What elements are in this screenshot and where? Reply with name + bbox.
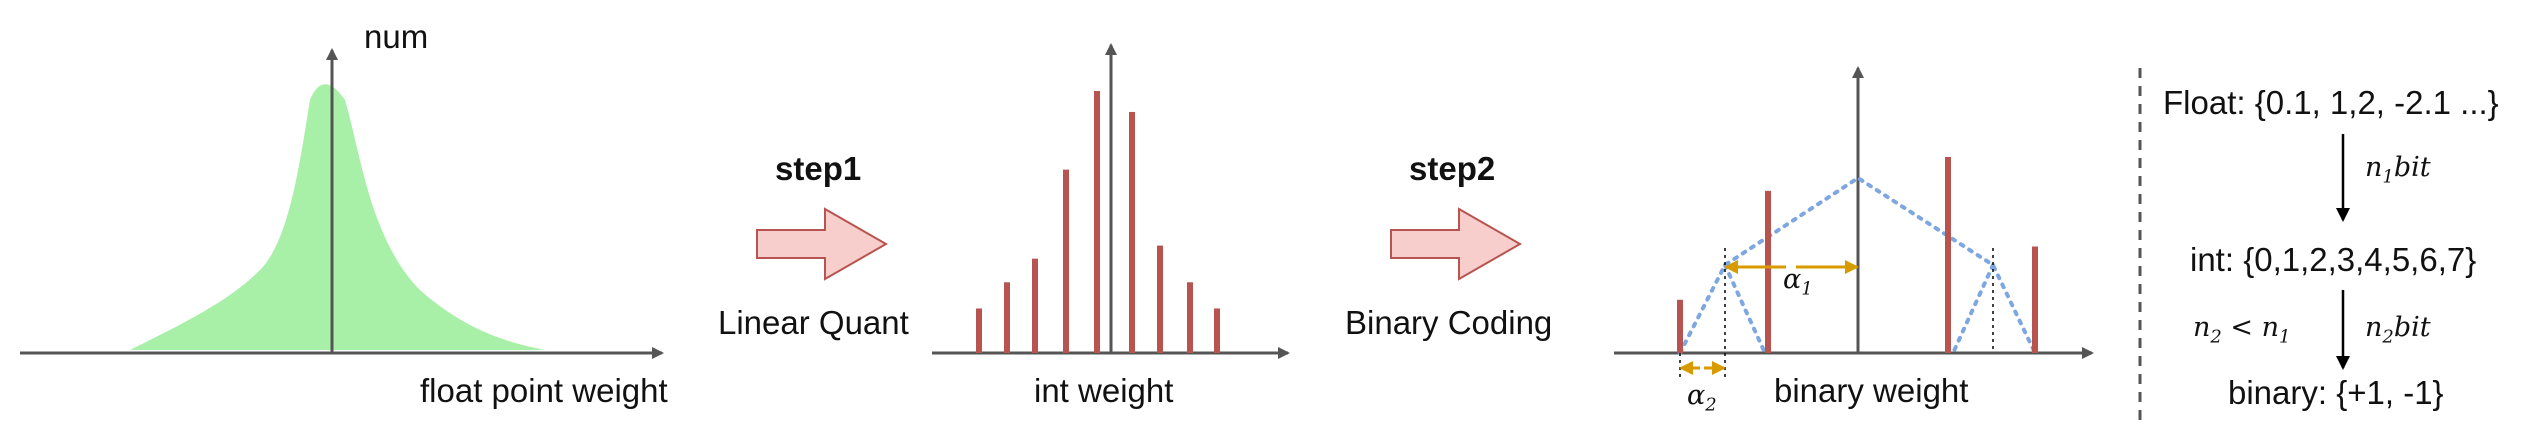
binary-x-axis-label: binary weight [1774,372,1969,409]
step1-method-label: Linear Quant [718,304,909,341]
legend-condition: n2 < n1 [2193,312,2291,348]
int-bar [1129,111,1135,354]
int-bar [1214,308,1220,353]
binary-bar [1765,190,1771,353]
int-bar [1032,258,1038,353]
binary-bar [1677,299,1683,353]
int-bar [1004,282,1010,353]
float-y-axis-label: num [364,18,429,55]
panel-binary-weight [1614,66,2094,378]
float-x-axis-label: float point weight [420,372,668,409]
panel-int-weight [932,43,1290,359]
legend-n2-bit-label: n2bit [2365,312,2431,348]
int-bar [1063,169,1069,353]
step2-block-arrow [1390,207,1523,281]
step2-label: step2 [1409,150,1496,187]
legend-float-line: Float: {0.1, 1,2, -2.1 ...} [2163,84,2499,121]
int-bar [1094,91,1100,353]
binary-dotted-triangles [1678,175,2037,355]
panel-float-distribution [20,48,664,359]
legend-n1-bit-label: n1bit [2365,152,2431,188]
int-bars [976,91,1220,354]
step1-block-arrow [756,207,889,281]
binary-bars [1677,156,2038,353]
legend-binary-line: binary: {+1, -1} [2228,374,2444,411]
binary-bar [1945,156,1951,353]
alpha2-label: α2 [1687,380,1717,416]
binary-bar [2032,246,2038,353]
step2-method-label: Binary Coding [1345,304,1553,341]
int-bar [1157,245,1163,353]
alpha1-label: α1 [1783,264,1813,300]
gaussian-curve [130,84,545,350]
step1-label: step1 [775,150,862,187]
legend-int-line: int: {0,1,2,3,4,5,6,7} [2190,241,2477,278]
int-x-axis-label: int weight [1034,372,1174,409]
int-bar [976,308,982,353]
int-bar [1187,282,1193,353]
